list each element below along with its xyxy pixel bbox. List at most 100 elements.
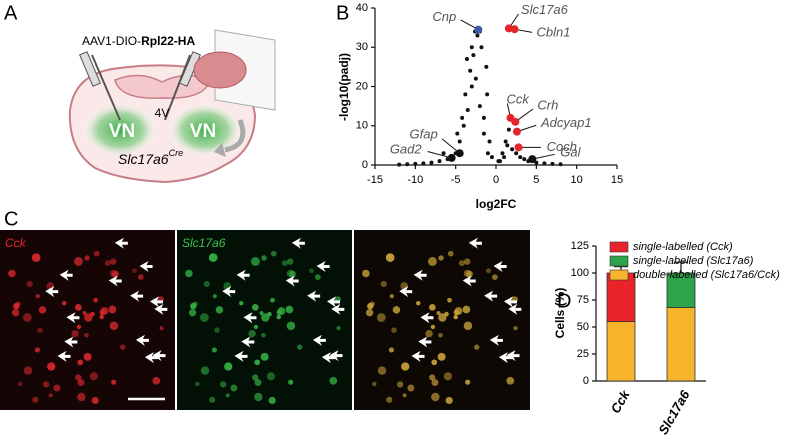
cell (402, 393, 407, 398)
point (481, 131, 486, 136)
arrow (504, 296, 518, 308)
construct-bold: Rpl22-HA (141, 34, 195, 48)
cell (104, 260, 111, 267)
cell (276, 314, 281, 320)
x-tick-label: Cck (608, 387, 633, 416)
gene-point (474, 25, 483, 34)
cell (285, 305, 294, 314)
arrow (493, 260, 507, 272)
glow (167, 102, 243, 158)
y-tick-label: 25 (577, 348, 589, 360)
legend-label: single-labelled (Cck) (633, 241, 733, 253)
gene-label: Crh (537, 97, 558, 112)
arrow (468, 237, 482, 249)
cell (277, 307, 286, 315)
cell (111, 379, 117, 385)
cell (18, 381, 23, 387)
cell (32, 253, 38, 258)
cell (430, 324, 436, 330)
point (503, 139, 508, 144)
gene-label: Coch (547, 139, 577, 154)
arrow (224, 119, 246, 153)
cell (431, 379, 439, 387)
cell (209, 253, 215, 258)
cell (53, 384, 61, 392)
cell (35, 294, 40, 299)
cell (199, 313, 209, 322)
cell (429, 374, 436, 381)
gene-point (512, 127, 521, 136)
point (542, 161, 547, 166)
cell (254, 359, 261, 366)
cell (239, 301, 244, 306)
nucleus: VN (109, 121, 135, 142)
cell (431, 359, 438, 366)
arrow (489, 334, 503, 346)
point (429, 160, 434, 165)
y-tick-label: 0 (583, 375, 589, 387)
cell (281, 260, 288, 267)
point (510, 147, 515, 152)
cell (253, 324, 259, 330)
x-tick-label: 10 (571, 174, 583, 186)
cell (397, 381, 404, 388)
panel-label: A (4, 2, 18, 24)
bar-segment (666, 272, 696, 308)
cell (26, 280, 33, 288)
cell (108, 305, 117, 314)
point (518, 155, 523, 160)
cell (365, 308, 374, 317)
gene-label: Slc17a6 (521, 2, 569, 17)
x-tick-label: -5 (451, 174, 461, 186)
point (457, 139, 462, 144)
arrow (399, 286, 413, 298)
cell (454, 307, 463, 315)
cell (89, 372, 99, 381)
cell (75, 374, 82, 381)
arrow (64, 336, 78, 348)
point (463, 92, 468, 97)
genotype-name: Slc17a6 (118, 151, 169, 167)
x-tick-label: Slc17a6 (655, 387, 693, 437)
y-tick-label: 75 (577, 294, 589, 306)
point (461, 123, 466, 128)
x-tick-label: 5 (533, 174, 539, 186)
cell (266, 372, 276, 381)
cell (137, 274, 144, 280)
cell (286, 321, 296, 331)
cell (445, 396, 453, 405)
cell (22, 313, 32, 322)
y-tick-label: 10 (356, 120, 368, 132)
cell (416, 301, 421, 306)
point (485, 92, 490, 97)
cell (77, 379, 85, 387)
legend-swatch (609, 269, 629, 281)
cell (407, 384, 415, 392)
cell (38, 306, 47, 314)
arrow (57, 350, 71, 362)
y-tick-label: 0 (362, 159, 368, 171)
arrow (418, 336, 432, 348)
point (469, 84, 474, 89)
cell (251, 303, 259, 311)
cell (436, 311, 441, 316)
arrow (114, 237, 128, 249)
arrow (108, 275, 122, 287)
cell (209, 396, 216, 403)
arrow (150, 296, 164, 308)
cell (260, 352, 269, 361)
cell (152, 376, 161, 385)
gene-point (511, 117, 520, 126)
image-label: Slc17a6 (182, 236, 226, 250)
arrow (59, 269, 73, 281)
point (487, 139, 492, 144)
cell (474, 344, 480, 350)
cell (109, 321, 119, 331)
arrow (243, 312, 257, 324)
y-axis-label: Cells (%) (553, 288, 567, 339)
point (477, 104, 482, 109)
cell (261, 313, 270, 322)
point (481, 115, 486, 120)
cell (372, 381, 377, 387)
cell (261, 255, 267, 261)
